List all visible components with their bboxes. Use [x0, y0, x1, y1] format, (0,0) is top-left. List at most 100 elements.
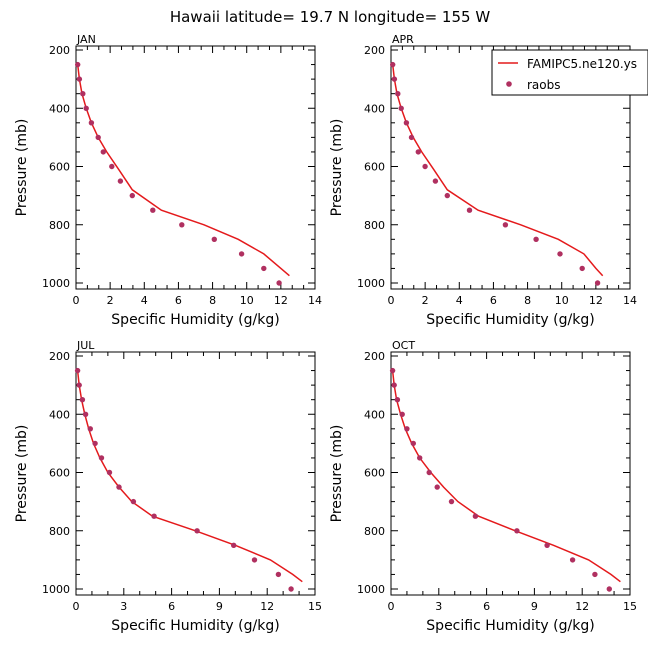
- y-tick-label: 1000: [357, 583, 385, 596]
- data-point-raobs: [75, 61, 81, 68]
- panel-label: JAN: [76, 33, 96, 46]
- plot-frame: [390, 351, 631, 596]
- data-point-raobs: [389, 367, 396, 374]
- x-tick-label: 12: [575, 600, 589, 613]
- series-line-model: [76, 370, 303, 583]
- data-point-raobs: [92, 440, 98, 447]
- y-axis-label: Pressure (mb): [329, 425, 345, 523]
- x-tick-label: 10: [555, 294, 569, 307]
- x-tick-label: 0: [73, 294, 80, 307]
- data-point-raobs: [404, 426, 410, 432]
- data-point-raobs: [129, 192, 135, 199]
- data-point-raobs: [434, 484, 440, 490]
- y-tick-label: 200: [49, 350, 70, 363]
- data-point-raobs: [179, 222, 185, 228]
- data-point-raobs: [502, 222, 509, 228]
- data-point-raobs: [410, 440, 416, 447]
- x-tick-label: 12: [589, 294, 603, 307]
- plot-frame: [75, 351, 316, 596]
- series-line-model: [391, 370, 621, 583]
- y-axis-label: Pressure (mb): [329, 119, 345, 217]
- y-tick-label: 1000: [42, 583, 70, 596]
- y-tick-label: 1000: [357, 277, 385, 290]
- series-line-model: [76, 64, 290, 277]
- data-point-raobs: [432, 178, 439, 184]
- data-point-raobs: [569, 557, 576, 563]
- data-point-raobs: [231, 542, 237, 548]
- x-axis-label: Specific Humidity (g/kg): [426, 618, 594, 634]
- x-tick-label: 0: [388, 600, 395, 613]
- data-point-raobs: [211, 236, 217, 242]
- y-tick-label: 400: [364, 102, 385, 115]
- legend: FAMIPC5.ne120.ys raobs: [491, 49, 648, 96]
- data-point-raobs: [116, 484, 122, 490]
- y-tick-label: 800: [364, 219, 385, 232]
- data-point-raobs: [606, 586, 612, 592]
- x-tick-label: 4: [456, 294, 463, 307]
- y-tick-label: 600: [364, 161, 385, 174]
- data-point-raobs: [150, 207, 156, 213]
- data-point-raobs: [391, 382, 397, 388]
- data-point-raobs: [533, 236, 539, 242]
- data-point-raobs: [395, 91, 401, 97]
- x-axis-label: Specific Humidity (g/kg): [111, 312, 279, 328]
- x-tick-label: 8: [209, 294, 216, 307]
- data-point-raobs: [544, 542, 550, 548]
- data-point-raobs: [194, 528, 200, 534]
- data-point-raobs: [415, 149, 421, 155]
- x-tick-label: 6: [175, 294, 182, 307]
- legend-line-label: FAMIPC5.ne120.ys: [527, 57, 637, 71]
- y-tick-label: 200: [49, 44, 70, 57]
- x-tick-label: 2: [107, 294, 114, 307]
- panel-label: OCT: [392, 339, 415, 352]
- data-point-raobs: [403, 120, 410, 126]
- panel-jan: 0 2 4 6 8 10 12 14 200 400 600 800 1000 JAN Specific H…: [14, 33, 322, 328]
- data-point-raobs: [238, 251, 245, 257]
- panel-label: APR: [392, 33, 414, 46]
- legend-marker-label: raobs: [527, 78, 561, 92]
- y-tick-label: 400: [364, 408, 385, 421]
- x-tick-label: 12: [274, 294, 288, 307]
- x-tick-label: 2: [422, 294, 429, 307]
- plot-frame: [75, 45, 316, 290]
- y-axis-label: Pressure (mb): [14, 425, 30, 523]
- y-tick-label: 200: [364, 44, 385, 57]
- y-tick-label: 400: [49, 102, 70, 115]
- data-point-raobs: [80, 91, 86, 97]
- y-tick-label: 600: [364, 467, 385, 480]
- data-point-raobs: [592, 571, 598, 578]
- data-point-raobs: [109, 163, 115, 170]
- data-point-raobs: [422, 163, 428, 170]
- data-point-raobs: [83, 105, 89, 112]
- data-point-raobs: [594, 280, 601, 286]
- y-tick-label: 600: [49, 161, 70, 174]
- figure-title: Hawaii latitude= 19.7 N longitude= 155 W: [170, 8, 490, 26]
- y-tick-label: 800: [49, 219, 70, 232]
- data-point-raobs: [408, 134, 415, 141]
- x-tick-label: 6: [490, 294, 497, 307]
- y-tick-label: 200: [364, 350, 385, 363]
- data-point-raobs: [472, 513, 479, 519]
- x-axis-label: Specific Humidity (g/kg): [111, 618, 279, 634]
- data-point-raobs: [151, 513, 157, 519]
- x-tick-label: 12: [260, 600, 274, 613]
- data-point-raobs: [79, 397, 86, 403]
- data-point-raobs: [390, 61, 396, 68]
- data-point-raobs: [288, 586, 294, 592]
- x-tick-label: 3: [120, 600, 127, 613]
- data-point-raobs: [95, 134, 101, 141]
- data-point-raobs: [76, 76, 83, 82]
- data-point-raobs: [117, 178, 124, 184]
- x-tick-label: 10: [240, 294, 254, 307]
- x-tick-label: 3: [435, 600, 442, 613]
- data-point-raobs: [130, 498, 137, 505]
- data-point-raobs: [444, 192, 450, 199]
- x-tick-label: 9: [216, 600, 223, 613]
- data-point-raobs: [106, 469, 113, 476]
- panel-label: JUL: [76, 339, 95, 352]
- data-point-raobs: [391, 76, 398, 82]
- data-point-raobs: [426, 469, 432, 476]
- y-tick-label: 600: [49, 467, 70, 480]
- data-point-raobs: [579, 265, 585, 272]
- data-point-raobs: [398, 105, 404, 112]
